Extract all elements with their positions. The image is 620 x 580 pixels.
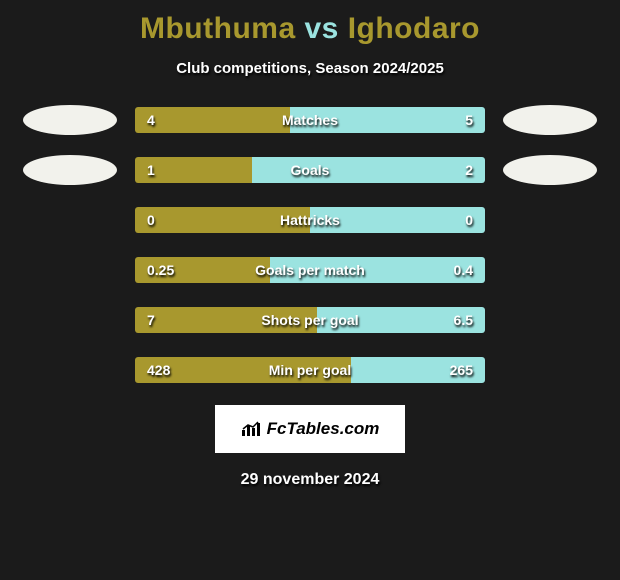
badge-spacer: [23, 355, 117, 385]
badge-spacer: [503, 205, 597, 235]
stat-bar: 12Goals: [135, 157, 485, 183]
stat-row: 45Matches: [0, 105, 620, 135]
branding-text: FcTables.com: [267, 419, 380, 439]
player-b-badge: [503, 155, 597, 185]
badge-spacer: [23, 205, 117, 235]
badge-spacer: [23, 305, 117, 335]
stat-bar: 00Hattricks: [135, 207, 485, 233]
metric-label: Matches: [135, 107, 485, 133]
badge-spacer: [23, 255, 117, 285]
stat-bar: 0.250.4Goals per match: [135, 257, 485, 283]
stat-row: 00Hattricks: [0, 205, 620, 235]
player-a-badge: [23, 105, 117, 135]
player-b-badge: [503, 105, 597, 135]
title-vs: vs: [304, 12, 338, 45]
player-a-badge: [23, 155, 117, 185]
stat-bar: 45Matches: [135, 107, 485, 133]
badge-spacer: [503, 305, 597, 335]
subtitle: Club competitions, Season 2024/2025: [0, 60, 620, 77]
metric-label: Hattricks: [135, 207, 485, 233]
player-a-name: Mbuthuma: [140, 12, 296, 45]
stat-row: 12Goals: [0, 155, 620, 185]
stat-bar: 76.5Shots per goal: [135, 307, 485, 333]
stat-row: 76.5Shots per goal: [0, 305, 620, 335]
chart-icon: [241, 421, 261, 437]
stat-row: 428265Min per goal: [0, 355, 620, 385]
metric-label: Shots per goal: [135, 307, 485, 333]
branding-container: FcTables.com: [0, 405, 620, 453]
badge-spacer: [503, 255, 597, 285]
metric-label: Goals: [135, 157, 485, 183]
date-text: 29 november 2024: [0, 471, 620, 489]
player-b-name: Ighodaro: [348, 12, 480, 45]
comparison-title: Mbuthuma vs Ighodaro: [0, 12, 620, 46]
metric-label: Min per goal: [135, 357, 485, 383]
badge-spacer: [503, 355, 597, 385]
metric-label: Goals per match: [135, 257, 485, 283]
branding-box: FcTables.com: [215, 405, 406, 453]
stat-bar: 428265Min per goal: [135, 357, 485, 383]
stat-row: 0.250.4Goals per match: [0, 255, 620, 285]
